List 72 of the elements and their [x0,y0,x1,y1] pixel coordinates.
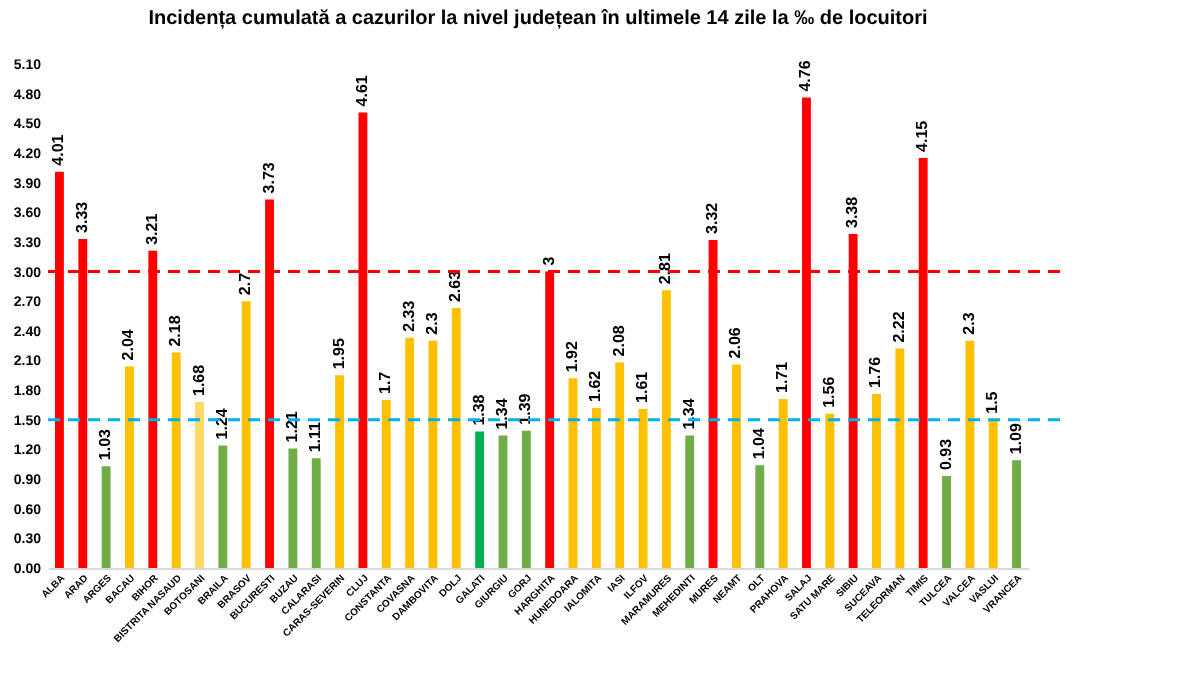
bar [125,366,134,568]
bar [381,400,391,568]
data-label: 2.7 [236,271,255,296]
data-label: 2.33 [399,299,418,332]
data-label: 0.93 [936,437,955,471]
data-label: 2.08 [609,324,628,357]
bar [661,290,671,568]
bar [778,399,788,568]
data-label: 4.76 [796,59,815,92]
data-label: 1.76 [866,355,885,389]
data-label: 2.3 [422,311,441,335]
data-label: 1.62 [586,369,605,402]
bar [615,362,625,568]
data-label: 3.33 [72,200,91,233]
bar [498,435,508,568]
bar [872,394,881,568]
data-label: 1.34 [492,397,511,430]
data-label: 1.61 [633,370,652,403]
data-label: 1.56 [819,375,838,408]
bar [731,364,741,568]
data-label: 2.04 [119,328,138,361]
data-label: 1.04 [749,426,768,460]
bar [965,340,975,568]
data-label: 3.38 [843,195,862,228]
chart-title: Incidența cumulată a cazurilor la nivel județean în ultimele 14 zile la ‰ de locuitori [148,8,928,30]
data-label: 3.21 [142,212,161,245]
bar [685,435,695,568]
bar [638,408,648,568]
data-label: 1.03 [96,427,115,461]
data-label: 2.18 [166,314,185,347]
data-label: 3.32 [703,201,722,234]
bar [405,337,415,568]
data-label: 1.21 [282,410,301,443]
bar [521,430,531,568]
data-label: 1.34 [679,397,698,430]
data-label: 1.7 [376,370,395,394]
data-label: 1.09 [1006,422,1025,455]
data-label: 4.61 [352,74,371,107]
bar [755,465,765,568]
bar [241,301,251,568]
data-label: 3 [539,255,558,266]
data-label: 1.11 [306,420,325,453]
bar [288,448,298,568]
data-label: 1.71 [773,360,792,394]
bar [101,466,111,568]
bar [195,401,204,568]
data-label: 2.3 [959,311,978,335]
bar [825,413,835,568]
data-label: 4.15 [913,119,932,152]
data-label: 1.95 [329,337,348,370]
data-label: 2.06 [726,326,745,359]
bar [311,458,321,568]
data-label: 4.01 [49,133,68,166]
bar [1012,460,1021,568]
bar [218,445,228,568]
bar [988,419,998,568]
bar [895,348,905,568]
data-label: 3.73 [259,161,278,194]
bar [942,476,951,568]
bar [451,308,461,568]
data-label: 2.22 [889,310,908,343]
bar [335,375,345,568]
bar [171,352,181,568]
bar [591,407,601,568]
data-label: 1.39 [516,392,535,425]
data-label: 2.81 [656,252,675,285]
data-label: 1.24 [212,407,231,440]
data-label: 1.68 [189,363,208,396]
bar [475,431,485,568]
data-label: 1.92 [563,340,582,373]
data-label: 1.5 [983,390,1002,414]
data-label: 1.38 [469,393,488,426]
